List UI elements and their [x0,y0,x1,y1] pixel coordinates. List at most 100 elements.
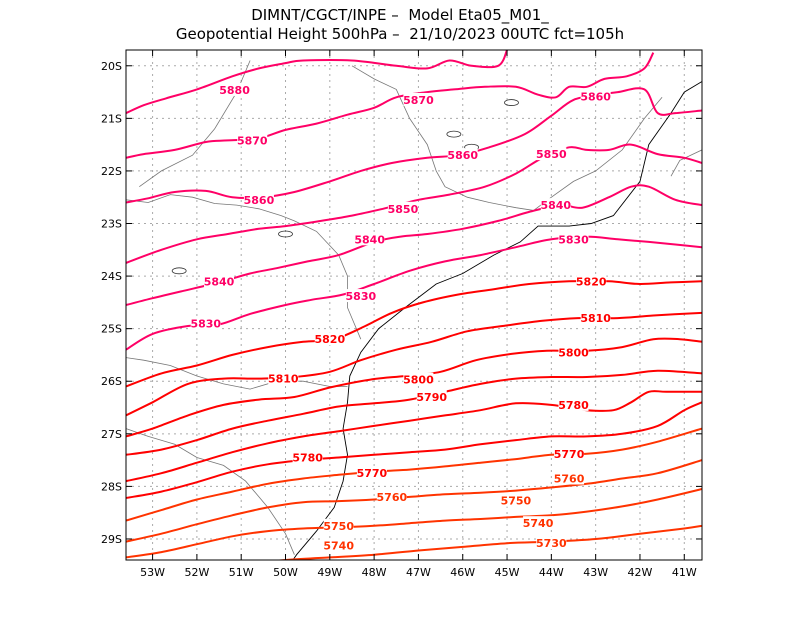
axes: 53W 52W 51W 50W 49W 48W 47W 46W 45W 44W 43W 42W 41W 2… [101,50,702,579]
y-tick-label: 21S [101,112,122,125]
contour-label: 5830 [346,290,377,303]
contour-label-bg [580,311,611,325]
state-border [126,428,295,555]
contour-label-bg [323,538,354,552]
contour-label: 5830 [190,317,221,330]
contour-label: 5750 [501,495,532,508]
contour-line-5770 [126,401,702,499]
plot-frame [125,49,703,561]
contour-label-bg [416,390,447,404]
contour-label: 5770 [554,448,585,461]
contour-label: 5830 [558,233,589,246]
contour-label: 5740 [523,517,554,530]
x-tick-label: 43W [583,566,608,579]
contour-label-bg [376,489,407,503]
lake [504,99,519,106]
contour-label-bg [237,133,268,147]
contour-label-bg [219,82,250,96]
contour-layer [126,50,702,560]
contour-line-5800 [126,337,702,438]
y-tick-label: 27S [101,428,122,441]
contour-line-5820 [126,280,702,388]
contour-label: 5810 [580,312,611,325]
y-tick-label: 26S [101,375,122,388]
contour-line-5760 [126,427,702,522]
x-tick-label: 50W [273,566,298,579]
contour-label-bg [500,493,531,507]
chart-title-line2: Geopotential Height 500hPa – 21/10/2023 … [175,25,625,43]
contour-label-bg [243,192,274,206]
contour-line-5850 [126,143,702,264]
contour-label: 5840 [354,233,385,246]
state-border [351,65,663,211]
contour-label: 5800 [403,374,434,387]
contour-label-bg [190,316,221,330]
contour-line-5780 [126,390,702,483]
contour-line-5870 [126,52,655,159]
contour-label: 5880 [219,84,250,97]
x-tick-label: 41W [672,566,697,579]
x-tick-label: 42W [628,566,653,579]
contour-label-bg [403,372,434,386]
contour-label-bg [536,536,567,550]
contour-label-bg [523,516,554,530]
contour-line-5860 [126,87,702,204]
lake [446,130,462,138]
contour-label-bg [536,147,567,161]
contour-labels: 5880 5870 5870 5860 5860 5860 5850 5850 5840 5840… [190,82,611,552]
contour-line-5790 [126,369,702,456]
contour-label: 5870 [237,134,268,147]
y-tick-label: 29S [101,533,122,546]
contour-label-bg [323,518,354,532]
contour-label-bg [268,371,299,385]
contour-line-5880 [126,50,508,115]
lake [278,230,293,238]
contour-label: 5820 [576,275,607,288]
geography-layer [126,60,702,560]
contour-line-5750 [126,459,702,543]
contour-label-bg [403,92,434,106]
y-tick-label: 24S [101,270,122,283]
contour-label: 5810 [268,373,299,386]
contour-line-5730 [273,524,702,560]
coastline [292,81,702,560]
contour-label: 5850 [388,203,419,216]
contour-label: 5760 [554,473,585,486]
contour-label-bg [204,274,235,288]
x-tick-label: 48W [362,566,387,579]
y-tick-label: 22S [101,165,122,178]
contour-label: 5730 [536,537,567,550]
contour-label: 5860 [580,90,611,103]
contour-label: 5840 [540,199,571,212]
state-border [126,194,362,340]
contour-label-bg [558,232,589,246]
state-border [126,357,348,390]
contour-label: 5790 [416,391,447,404]
state-border [670,149,702,177]
contour-label-bg [356,466,387,480]
y-tick-label: 20S [101,60,122,73]
contour-label: 5780 [558,399,589,412]
contour-label: 5820 [315,333,346,346]
x-tick-label: 46W [450,566,475,579]
x-tick-label: 49W [317,566,342,579]
contour-label-bg [345,289,376,303]
contour-line-5740 [126,488,702,559]
x-tick-label: 47W [406,566,431,579]
contour-label-bg [292,450,323,464]
contour-label: 5870 [403,94,434,107]
contour-label-bg [540,198,571,212]
state-border [139,60,251,188]
contour-label-bg [558,345,589,359]
contour-line-5830 [126,235,702,351]
chart-title-line1: DIMNT/CGCT/INPE – Model Eta05_M01_ [251,6,549,24]
contour-label: 5860 [447,149,478,162]
contour-label: 5850 [536,148,567,161]
x-tick-label: 53W [140,566,165,579]
x-tick-label: 44W [539,566,564,579]
contour-label: 5800 [558,346,589,359]
lake [171,267,187,275]
x-tick-label: 45W [495,566,520,579]
contour-label-bg [554,446,585,460]
contour-label: 5780 [292,451,323,464]
